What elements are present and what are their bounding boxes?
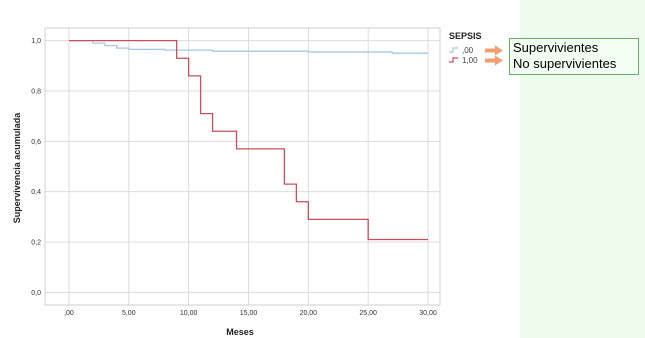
y-tick-label: 0,6 — [31, 139, 41, 146]
x-tick-labels: ,00 5,00 10,00 15,00 20,00 25,00 30,00 — [64, 310, 437, 317]
x-axis-title: Meses — [226, 327, 254, 337]
y-tick-label: 1,0 — [31, 38, 41, 45]
y-tick-label: 0,8 — [31, 88, 41, 95]
y-tick-label: 0,4 — [31, 189, 41, 196]
legend-label-1: 1,00 — [462, 56, 478, 65]
annotation-arrow-head-1 — [495, 55, 503, 66]
y-tick-label: 0,2 — [31, 240, 41, 247]
legend-swatch-1 — [449, 57, 458, 63]
annotation-arrow-head-0 — [495, 45, 503, 56]
x-tick-label: 30,00 — [419, 310, 437, 317]
chart-background — [0, 0, 520, 338]
legend-label-0: ,00 — [462, 46, 474, 55]
annotation-box: Supervivientes No supervivientes — [509, 38, 639, 75]
series-line-0 — [68, 39, 429, 54]
annotation-arrow-shaft-1 — [485, 58, 495, 63]
y-axis-title: Supervivencia acumulada — [12, 112, 22, 224]
legend-swatch-0 — [449, 47, 458, 53]
plot-frame — [44, 27, 441, 306]
legend: SEPSIS ,001,00 — [449, 31, 503, 66]
y-tick-labels: 0,0 0,2 0,4 0,6 0,8 1,0 — [31, 38, 41, 297]
x-tick-label: 10,00 — [180, 310, 198, 317]
legend-title: SEPSIS — [449, 31, 482, 41]
x-tick-label: 25,00 — [359, 310, 377, 317]
x-tick-label: 20,00 — [300, 310, 318, 317]
annotation-arrow-shaft-0 — [485, 48, 495, 53]
x-tick-label: 15,00 — [240, 310, 258, 317]
x-tick-label: 5,00 — [122, 310, 136, 317]
series-lines — [68, 39, 429, 241]
y-tick-label: 0,0 — [31, 290, 41, 297]
annotation-label-non-survivors: No supervivientes — [513, 56, 617, 71]
series-line-1 — [68, 39, 429, 241]
annotation-label-survivors: Supervivientes — [513, 40, 599, 55]
x-tick-label: ,00 — [64, 310, 74, 317]
